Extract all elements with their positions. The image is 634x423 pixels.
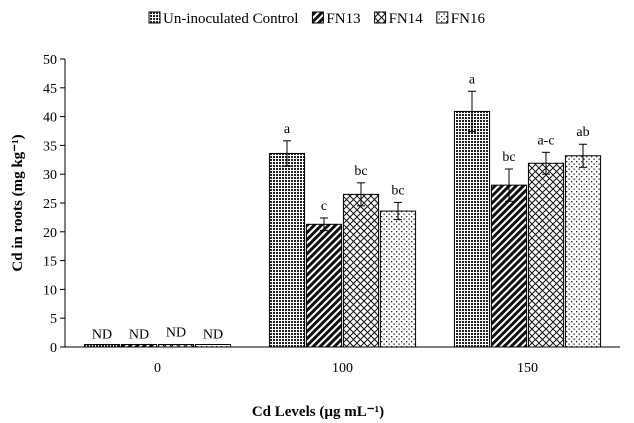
bar bbox=[490, 184, 528, 348]
data-label: a-c bbox=[537, 133, 554, 148]
x-axis: 0 100 150 bbox=[65, 346, 620, 376]
data-label: a bbox=[284, 122, 291, 137]
data-label: ND bbox=[129, 328, 149, 343]
x-tick-label: 150 bbox=[517, 361, 538, 376]
legend-swatch bbox=[311, 11, 324, 24]
bar bbox=[83, 344, 121, 348]
y-tick-label: 50 bbox=[43, 53, 57, 68]
x-tick-label: 100 bbox=[332, 361, 353, 376]
y-tick-label: 25 bbox=[43, 197, 57, 212]
data-label: ab bbox=[576, 125, 589, 140]
x-axis-title: Cd Levels (µg mL⁻¹) bbox=[252, 404, 384, 420]
legend-swatch bbox=[436, 11, 449, 24]
bar bbox=[268, 152, 306, 348]
y-axis-title: Cd in roots (mg kg⁻¹) bbox=[10, 134, 26, 271]
legend-label: FN14 bbox=[389, 11, 424, 27]
y-tick-label: 20 bbox=[43, 226, 57, 241]
y-tick-label: 40 bbox=[43, 111, 57, 126]
bar bbox=[305, 223, 343, 348]
bar bbox=[379, 210, 417, 348]
data-label: ND bbox=[166, 326, 186, 341]
legend-label: FN16 bbox=[451, 11, 486, 27]
y-tick-label: 30 bbox=[43, 168, 57, 183]
legend-label: FN13 bbox=[326, 11, 360, 27]
y-tick-label: 10 bbox=[43, 283, 57, 298]
y-tick-label: 35 bbox=[43, 139, 57, 154]
data-label: bc bbox=[354, 164, 367, 179]
data-label: bc bbox=[502, 150, 515, 165]
legend-swatch bbox=[374, 11, 387, 24]
y-tick-label: 45 bbox=[43, 82, 57, 97]
bar bbox=[194, 344, 232, 348]
bar bbox=[120, 344, 158, 348]
bar bbox=[527, 162, 565, 348]
y-axis: 0 5 10 15 20 25 30 35 40 45 50 bbox=[43, 53, 66, 356]
data-label: bc bbox=[391, 183, 404, 198]
legend-swatch bbox=[148, 11, 161, 24]
data-label: a bbox=[469, 72, 476, 87]
data-label: ND bbox=[92, 328, 112, 343]
bars: ND a a ND c bc ND bc a-c ND bc ab bbox=[83, 72, 602, 348]
bar bbox=[564, 155, 602, 348]
data-label: ND bbox=[203, 328, 223, 343]
y-tick-label: 15 bbox=[43, 255, 57, 270]
bar bbox=[157, 344, 195, 348]
legend: Un-inoculated Control FN13 FN14 FN16 bbox=[148, 11, 486, 27]
data-label: c bbox=[321, 199, 327, 214]
x-tick-label: 0 bbox=[154, 361, 161, 376]
bar bbox=[453, 110, 491, 348]
y-tick-label: 5 bbox=[50, 312, 57, 327]
legend-label: Un-inoculated Control bbox=[163, 11, 298, 27]
y-tick-label: 0 bbox=[50, 341, 57, 356]
bar bbox=[342, 193, 380, 348]
